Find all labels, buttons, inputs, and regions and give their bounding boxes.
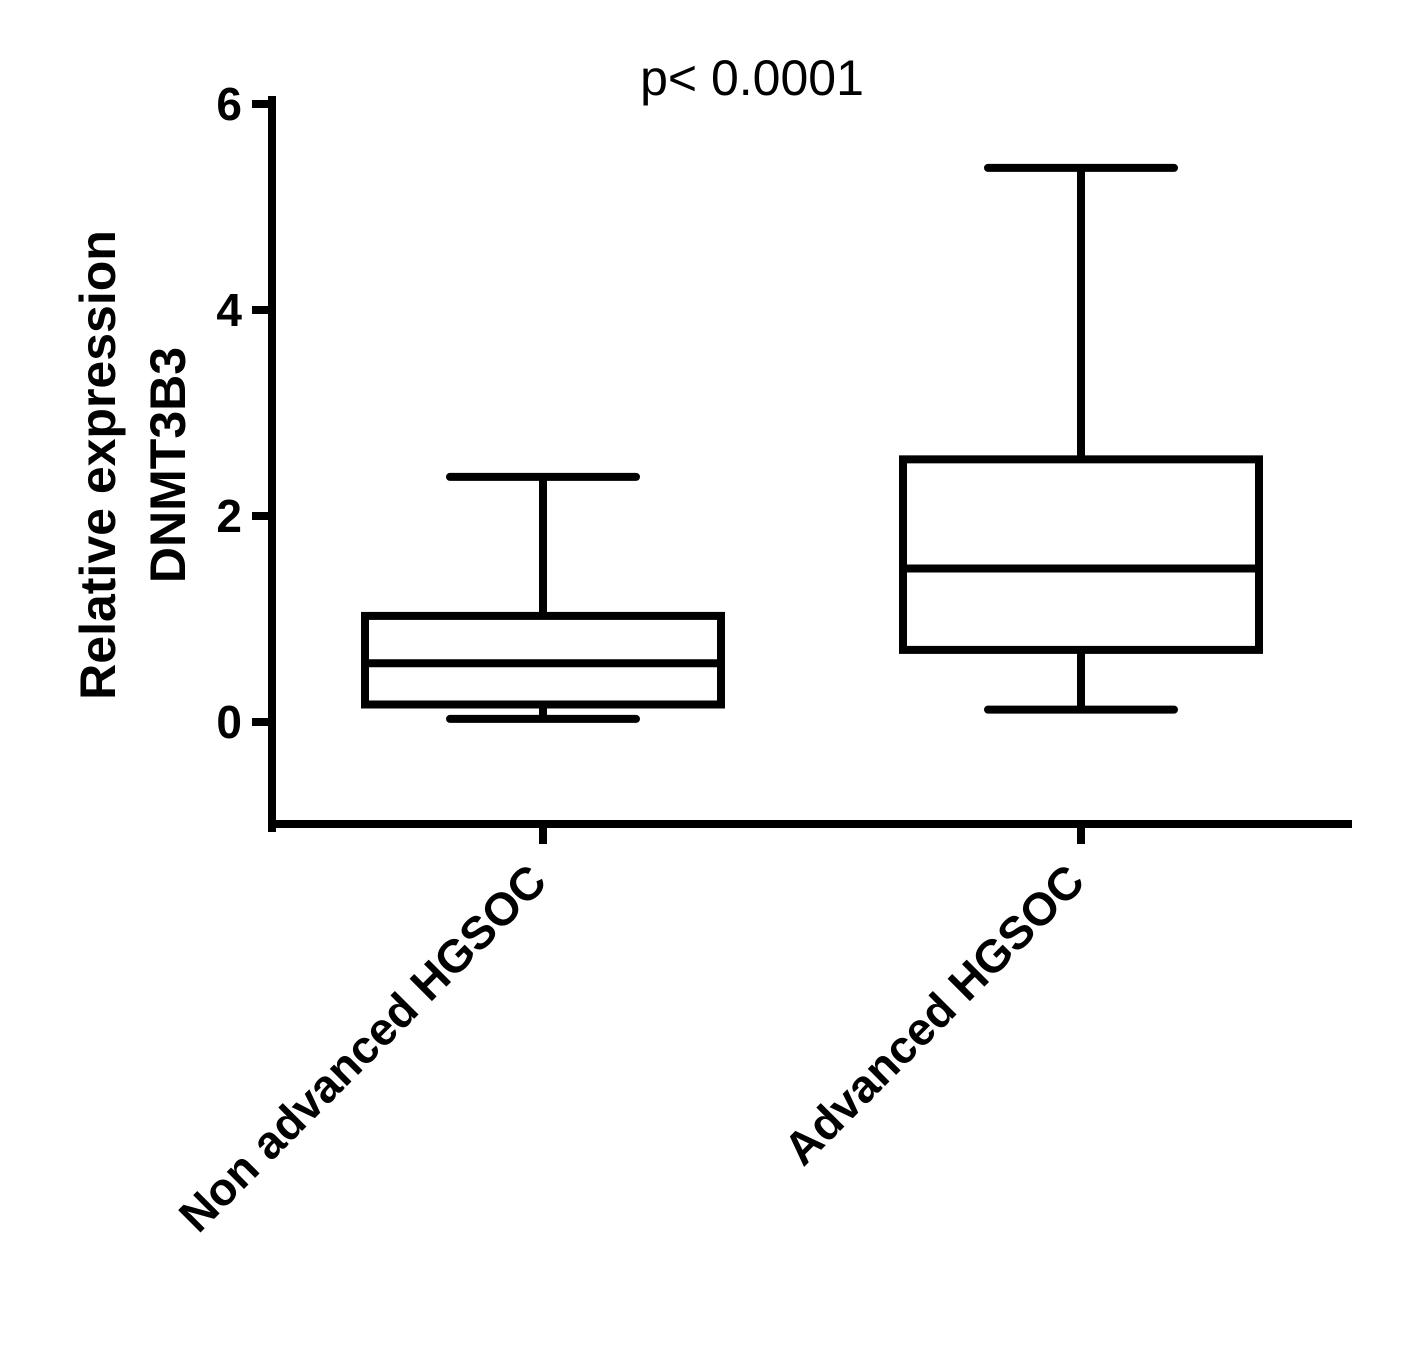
- box-group: [899, 163, 1263, 714]
- axes: 0 2 4 6: [216, 78, 1352, 844]
- p-value-annotation: p< 0.0001: [640, 50, 864, 106]
- category-label: Advanced HGSOC: [774, 854, 1095, 1175]
- y-axis-label-line-2: DNMT3B3: [140, 347, 196, 583]
- y-axis-label: Relative expression DNMT3B3: [70, 230, 196, 700]
- y-tick-label: 2: [216, 490, 242, 542]
- y-axis-label-line-1: Relative expression: [70, 230, 126, 700]
- iqr-box: [899, 455, 1263, 654]
- y-tick-label: 4: [216, 284, 242, 336]
- boxes: [361, 163, 1263, 723]
- box-group: [361, 472, 725, 723]
- category-label: Non advanced HGSOC: [169, 854, 556, 1241]
- y-tick-label: 0: [216, 696, 242, 748]
- y-tick-label: 6: [216, 78, 242, 130]
- category-labels: Non advanced HGSOC Advanced HGSOC: [169, 854, 1094, 1241]
